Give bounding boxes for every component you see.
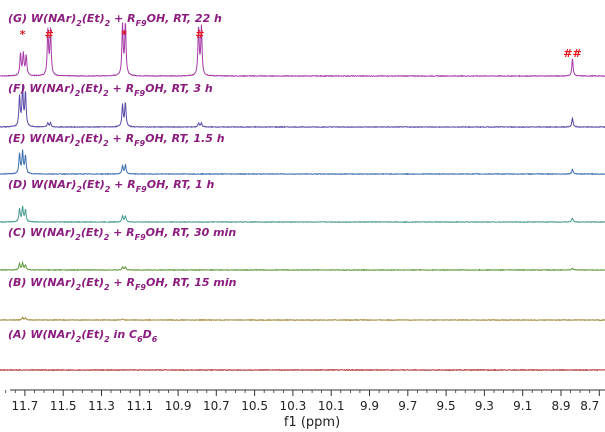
spectrum-trace-a	[0, 368, 605, 372]
x-tick-label: 9.5	[437, 399, 456, 413]
trace-label-e: (E) W(NAr)2(Et)2 + RF9OH, RT, 1.5 h	[8, 132, 225, 148]
trace-labels: (G) W(NAr)2(Et)2 + RF9OH, RT, 22 h (F) W(…	[8, 12, 237, 344]
trace-label-b: (B) W(NAr)2(Et)2 + RF9OH, RT, 15 min	[8, 276, 237, 292]
spectrum-trace-d	[0, 205, 605, 224]
peak-annotation-1: *	[20, 28, 26, 41]
x-tick-label: 9.9	[360, 399, 379, 413]
spectrum-trace-f	[0, 85, 605, 129]
x-tick-label: 11.7	[12, 399, 39, 413]
x-tick-label: 10.7	[203, 399, 230, 413]
x-tick-label: 10.5	[241, 399, 268, 413]
x-tick-label: 11.1	[126, 399, 153, 413]
x-axis: 11.7 11.5 11.3 11.1 10.9 10.7 10.5 10.3 10.1 9.9 9…	[5, 389, 605, 413]
peak-annotation-3: *	[121, 28, 127, 41]
spectra-traces	[0, 22, 605, 372]
peak-annotation-2: #	[45, 28, 54, 41]
x-tick-label: 8.7	[580, 399, 599, 413]
x-axis-title: f1 (ppm)	[284, 415, 340, 430]
x-tick-label: 9.7	[398, 399, 417, 413]
x-tick-label: 11.5	[50, 399, 77, 413]
x-tick-label: 9.3	[475, 399, 494, 413]
x-tick-label: 11.3	[88, 399, 115, 413]
spectrum-trace-b	[0, 316, 605, 322]
peak-annotation-5: ##	[563, 47, 581, 60]
spectrum-trace-c	[0, 260, 605, 272]
trace-label-g: (G) W(NAr)2(Et)2 + RF9OH, RT, 22 h	[8, 12, 222, 28]
x-tick-label: 10.1	[318, 399, 345, 413]
trace-label-f: (F) W(NAr)2(Et)2 + RF9OH, RT, 3 h	[8, 82, 213, 98]
x-tick-label: 9.1	[513, 399, 532, 413]
spectrum-trace-e	[0, 149, 605, 176]
trace-label-c: (C) W(NAr)2(Et)2 + RF9OH, RT, 30 min	[8, 226, 236, 242]
spectrum-trace-g	[0, 22, 605, 78]
x-tick-label: 8.9	[551, 399, 570, 413]
x-tick-label: 10.3	[280, 399, 307, 413]
trace-label-d: (D) W(NAr)2(Et)2 + RF9OH, RT, 1 h	[8, 178, 215, 194]
peak-annotation-4: #	[195, 28, 204, 41]
trace-label-a: (A) W(NAr)2(Et)2 in C6D6	[8, 328, 158, 344]
peak-annotations: * # * ###	[20, 28, 582, 60]
x-tick-label: 10.9	[165, 399, 192, 413]
